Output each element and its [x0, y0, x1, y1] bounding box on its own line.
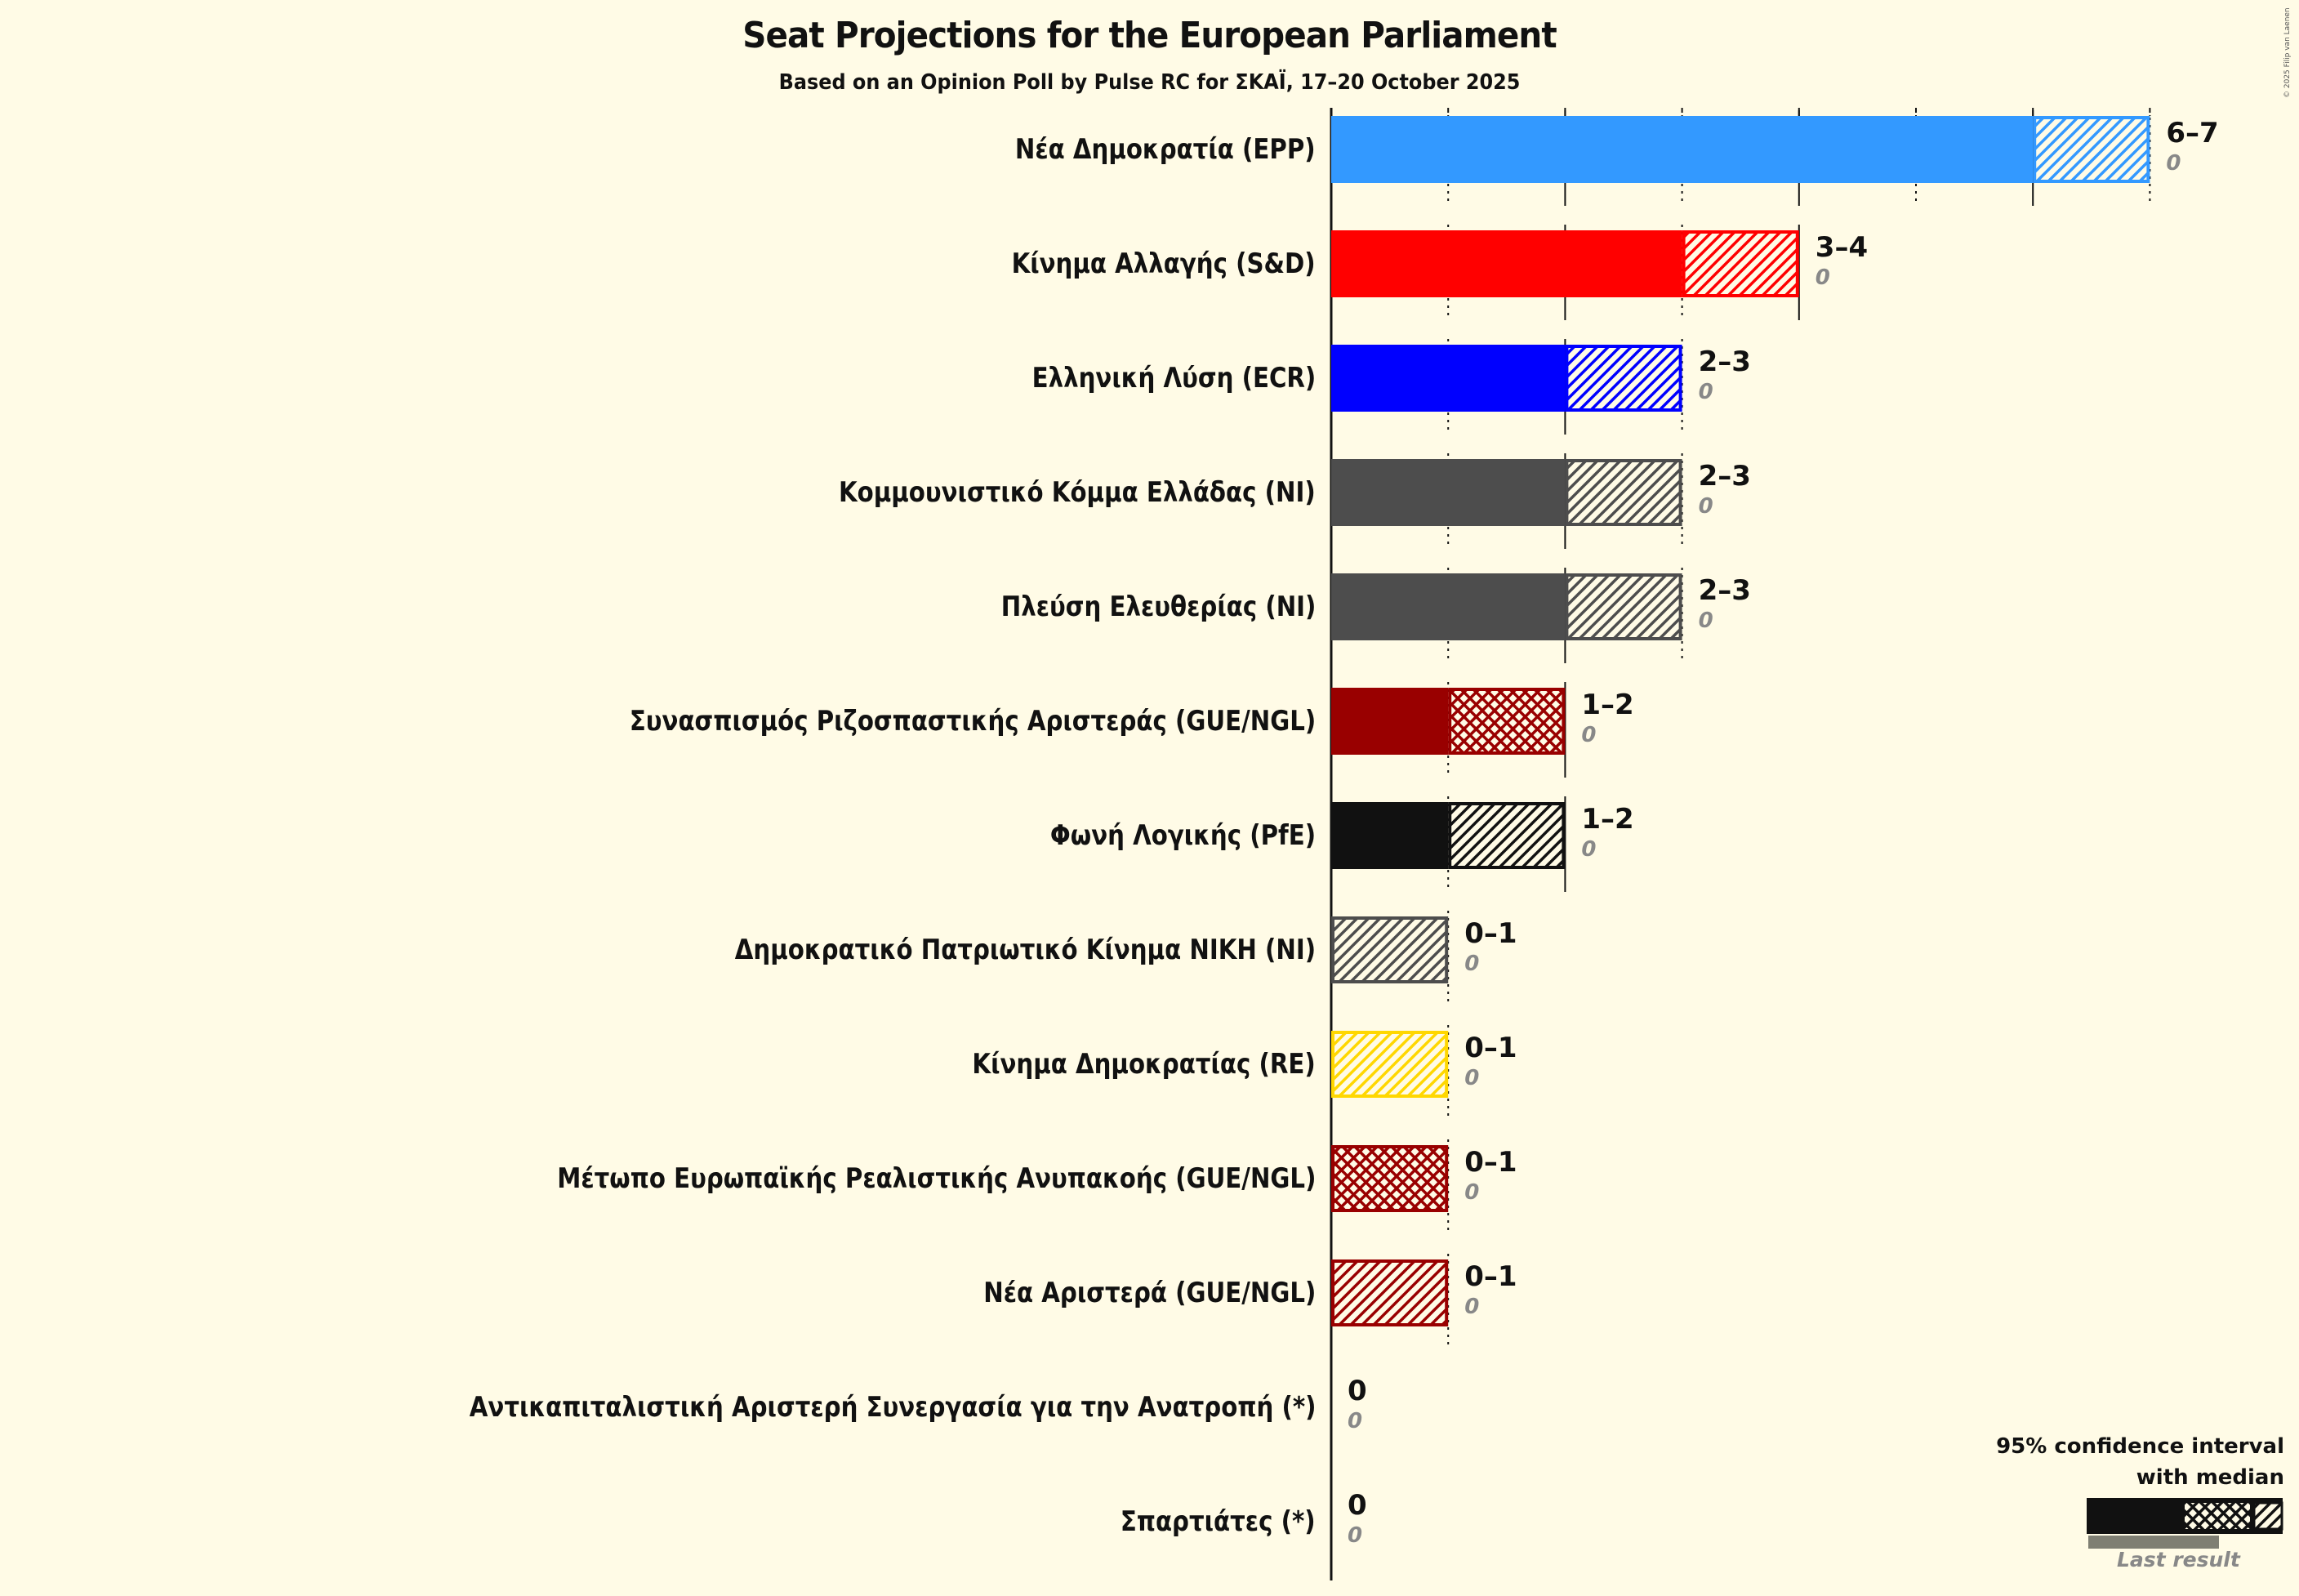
seat-range-label: 2–3: [1698, 346, 1751, 378]
legend-last-result-label: Last result: [2117, 1548, 2240, 1571]
seat-range-label: 6–7: [2166, 117, 2219, 149]
party-label: Μέτωπο Ευρωπαϊκής Ρεαλιστικής Ανυπακοής …: [556, 1162, 1316, 1195]
chart-title: Seat Projections for the European Parlia…: [742, 15, 1557, 56]
median-bar: [1331, 802, 1449, 869]
legend-swatch: [2087, 1498, 2283, 1549]
legend-title: 95% confidence interval with median: [1996, 1431, 2284, 1493]
seat-range-label: 3–4: [1815, 231, 1869, 264]
party-label: Σπαρτιάτες (*): [1121, 1505, 1316, 1538]
party-label: Συνασπισμός Ριζοσπαστικής Αριστεράς (GUE…: [629, 705, 1316, 738]
ci-bar: [1448, 802, 1566, 869]
party-label: Κίνημα Δημοκρατίας (RE): [972, 1048, 1316, 1081]
ci-bar: [1331, 916, 1449, 983]
ci-bar: [1565, 573, 1682, 640]
party-label: Αντικαπιταλιστική Αριστερή Συνεργασία γι…: [469, 1391, 1316, 1424]
last-result-value: 0: [1698, 609, 1713, 633]
last-result-value: 0: [1464, 1066, 1480, 1090]
ci-bar: [1331, 1031, 1449, 1098]
last-result-value: 0: [1581, 837, 1597, 862]
bar-row: [1331, 345, 1682, 412]
bar-row: [1331, 916, 1449, 983]
ci-bar: [1331, 1145, 1449, 1212]
last-result-value: 0: [2166, 151, 2181, 176]
seat-range-label: 1–2: [1581, 689, 1634, 721]
seat-range-label: 0–1: [1464, 1032, 1517, 1064]
seat-range-label: 0: [1348, 1489, 1367, 1522]
last-result-value: 0: [1464, 1295, 1480, 1319]
party-label: Νέα Δημοκρατία (EPP): [1015, 133, 1316, 166]
ci-bar: [1682, 230, 1799, 297]
legend-title-line1: 95% confidence interval: [1996, 1434, 2284, 1459]
median-bar: [1331, 345, 1566, 412]
last-result-value: 0: [1698, 494, 1713, 519]
party-label: Πλεύση Ελευθερίας (NI): [1000, 591, 1316, 623]
median-bar: [1331, 116, 2034, 183]
party-label: Νέα Αριστερά (GUE/NGL): [982, 1277, 1316, 1309]
last-result-value: 0: [1348, 1409, 1363, 1433]
bar-row: [1331, 1259, 1449, 1326]
seat-range-label: 0–1: [1464, 1146, 1517, 1179]
seat-range-label: 1–2: [1581, 803, 1634, 836]
legend-title-line2: with median: [2136, 1465, 2284, 1490]
last-result-value: 0: [1815, 265, 1830, 290]
party-label: Κομμουνιστικό Κόμμα Ελλάδας (NI): [839, 476, 1316, 509]
bar-row: [1331, 573, 1682, 640]
ci-bar: [1331, 1259, 1449, 1326]
median-bar: [1331, 230, 1682, 297]
bar-row: [1331, 459, 1682, 526]
ci-bar: [2033, 116, 2150, 183]
party-label: Κίνημα Αλλαγής (S&D): [1011, 247, 1316, 280]
seat-range-label: 2–3: [1698, 574, 1751, 607]
seat-range-label: 0–1: [1464, 917, 1517, 950]
ci-bar: [1448, 688, 1566, 755]
ci-bar: [1565, 345, 1682, 412]
bar-row: [1331, 688, 1566, 755]
bar-row: [1331, 1031, 1449, 1098]
ci-bar: [1565, 459, 1682, 526]
last-result-value: 0: [1581, 723, 1597, 747]
bar-row: [1331, 802, 1566, 869]
bar-row: [1331, 1145, 1449, 1212]
bars: [1331, 116, 2150, 1326]
seat-range-label: 0–1: [1464, 1260, 1517, 1293]
last-result-value: 0: [1348, 1523, 1363, 1548]
chart-subtitle: Based on an Opinion Poll by Pulse RC for…: [778, 70, 1521, 95]
seat-range-label: 0: [1348, 1375, 1367, 1407]
party-label: Φωνή Λογικής (PfE): [1049, 819, 1316, 852]
bar-row: [1331, 116, 2150, 183]
party-label: Ελληνική Λύση (ECR): [1031, 362, 1316, 395]
last-result-value: 0: [1464, 1180, 1480, 1205]
party-label: Δημοκρατικό Πατριωτικό Κίνημα ΝΙΚΗ (NI): [734, 934, 1316, 966]
median-bar: [1331, 688, 1449, 755]
median-bar: [1331, 459, 1566, 526]
last-result-value: 0: [1698, 380, 1713, 404]
seat-range-label: 2–3: [1698, 460, 1751, 493]
bar-row: [1331, 230, 1799, 297]
last-result-value: 0: [1464, 952, 1480, 976]
median-bar: [1331, 573, 1566, 640]
